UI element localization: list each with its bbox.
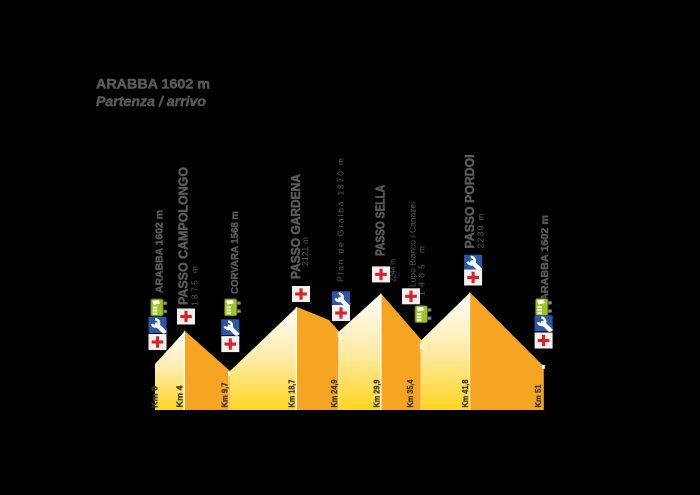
svg-text:Km 29,9: Km 29,9 <box>372 379 381 407</box>
svg-text:Plan de Gralba 1870 m: Plan de Gralba 1870 m <box>336 158 346 282</box>
svg-text:CORVARA 1568 m: CORVARA 1568 m <box>229 211 241 294</box>
svg-text:Km 51: Km 51 <box>534 384 543 408</box>
svg-text:PASSO SELLA: PASSO SELLA <box>374 185 388 256</box>
svg-text:Km 24,9: Km 24,9 <box>330 379 339 407</box>
svg-text:Km 0: Km 0 <box>150 385 159 408</box>
svg-text:2244 m: 2244 m <box>388 259 398 282</box>
svg-text:PASSO PORDOI: PASSO PORDOI <box>463 155 477 249</box>
svg-text:ARABBA 1602 m: ARABBA 1602 m <box>154 210 166 293</box>
svg-text:Partenza / arrivo: Partenza / arrivo <box>96 93 206 109</box>
svg-text:Lupo Bianco / Canazei: Lupo Bianco / Canazei <box>408 202 418 287</box>
svg-text:Km 9,7: Km 9,7 <box>220 382 229 408</box>
svg-text:2239 m: 2239 m <box>476 214 486 249</box>
svg-text:Km 41,8: Km 41,8 <box>461 379 470 407</box>
svg-text:ARABBA 1602 m: ARABBA 1602 m <box>539 215 551 301</box>
svg-text:ARABBA 1602 m: ARABBA 1602 m <box>96 76 210 92</box>
svg-text:2121 m: 2121 m <box>300 237 310 266</box>
svg-text:Km 18,7: Km 18,7 <box>288 379 297 407</box>
svg-text:Km 35,4: Km 35,4 <box>406 379 415 407</box>
svg-text:PASSO GARDENA: PASSO GARDENA <box>289 174 303 279</box>
svg-text:PASSO CAMPOLONGO: PASSO CAMPOLONGO <box>177 167 191 305</box>
svg-text:Km 4: Km 4 <box>176 385 185 408</box>
